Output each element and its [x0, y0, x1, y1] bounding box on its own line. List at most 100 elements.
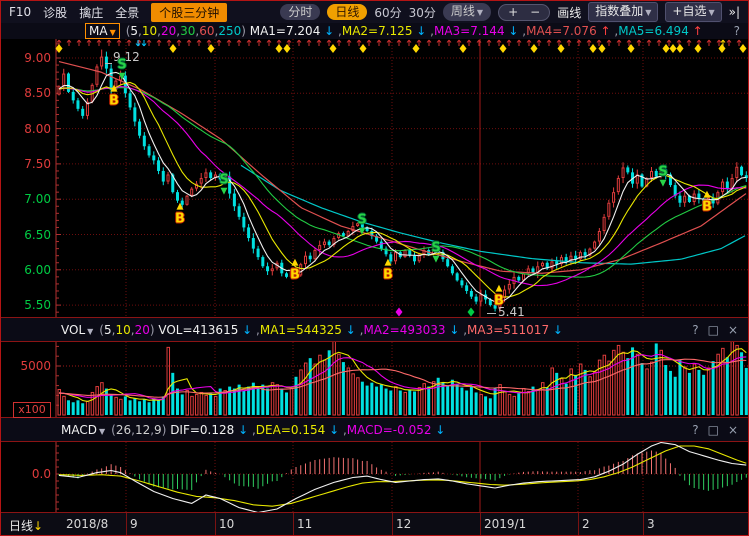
volume-pane-header: VOL ▼ (5,10,20) VOL=413615 ↓ ,MA1=544325 …: [1, 318, 748, 341]
date-gridline: [215, 513, 216, 535]
pane-separator: [1, 417, 748, 418]
buy-arrow-icon: ▲: [176, 201, 184, 212]
menu-f10[interactable]: F10: [9, 5, 32, 19]
sell-arrow-icon: ▼: [220, 186, 228, 197]
date-gridline: [126, 513, 127, 535]
menu-panorama[interactable]: 全景: [115, 5, 140, 20]
date-axis-bar: 日线↓ 2018/8 9 10 11 12 2019/1 2 3: [1, 513, 748, 535]
pane-separator: [1, 341, 748, 342]
macd-axis-label: 0.0: [31, 467, 51, 481]
close-icon[interactable]: ×: [727, 322, 738, 337]
macd-pane-header: MACD ▼ (26,12,9) DIF=0.128 ↓ ,DEA=0.154 ↓…: [1, 418, 748, 441]
date-axis-label: 9: [130, 517, 138, 531]
sell-marker: S: [658, 164, 668, 180]
trend-arrow-icon: ↓: [504, 24, 519, 38]
period-daily[interactable]: 日线: [327, 4, 368, 20]
sell-marker: S: [117, 57, 127, 73]
volume-chart[interactable]: [1, 342, 748, 417]
legend-comma: ,: [339, 422, 347, 437]
maximize-icon[interactable]: □: [707, 322, 719, 337]
date-axis-label: 2018/8: [66, 517, 109, 531]
draw-line-button[interactable]: 画线: [557, 5, 582, 20]
close-icon[interactable]: ×: [727, 422, 738, 437]
help-icon[interactable]: ?: [733, 24, 740, 38]
zoom-in-button[interactable]: +: [508, 4, 519, 19]
ma-indicator-dropdown[interactable]: MA ▼: [85, 23, 120, 39]
legend-value: MA3=511017: [467, 322, 550, 337]
price-axis-label: 9.00: [24, 51, 51, 65]
buy-marker: B: [109, 93, 119, 109]
chevron-down-icon: ▼: [708, 8, 715, 17]
price-annotation: 5.41: [498, 305, 525, 319]
date-gridline: [480, 513, 481, 535]
chevron-down-icon: ▼: [645, 8, 652, 17]
menu-banker[interactable]: 擒庄: [79, 5, 104, 20]
collapse-panel-icon[interactable]: »|: [728, 5, 740, 19]
index-overlay-button[interactable]: 指数叠加 ▼: [588, 2, 659, 22]
zoom-out-button[interactable]: −: [530, 4, 541, 19]
buy-marker: B: [290, 267, 300, 283]
help-icon[interactable]: ?: [692, 322, 699, 337]
menu-diagnose[interactable]: 诊股: [43, 5, 68, 20]
legend-param: 9: [154, 422, 162, 437]
trend-arrow-icon: ↓: [549, 322, 563, 337]
sell-arrow-icon: ▼: [659, 178, 667, 189]
buy-arrow-icon: ▲: [703, 189, 711, 200]
legend-param: 250: [218, 24, 242, 38]
vol-legend-values: (5,10,20) VOL=413615 ↓ ,MA1=544325 ↓ ,MA…: [99, 323, 563, 337]
period-weekly[interactable]: 周线 ▼: [442, 3, 492, 21]
vol-indicator-dropdown[interactable]: VOL ▼: [61, 322, 94, 337]
legend-comma: ,: [426, 24, 434, 38]
price-axis-label: 6.00: [24, 263, 51, 277]
legend-value: MA5=6.494: [618, 24, 689, 38]
legend-comma: ,: [518, 24, 527, 38]
legend-value: MA3=7.144: [433, 24, 505, 38]
macd-indicator-dropdown[interactable]: MACD ▼: [61, 422, 106, 437]
buy-arrow-icon: ▲: [495, 283, 503, 294]
pane-header-icons: ? □ ×: [692, 423, 738, 437]
sell-marker: S: [431, 240, 441, 256]
legend-comma: ,: [248, 422, 256, 437]
maximize-icon[interactable]: □: [707, 422, 719, 437]
legend-comma: ,: [355, 322, 364, 337]
trend-arrow-icon: ↓: [341, 322, 356, 337]
price-axis-label: 6.50: [24, 228, 51, 242]
tab-stock-3min[interactable]: 个股三分钟: [151, 2, 228, 22]
legend-param: 30: [180, 24, 196, 38]
period-intraday[interactable]: 分时: [280, 4, 321, 20]
date-gridline: [293, 513, 294, 535]
period-selector-bottom[interactable]: 日线↓: [9, 519, 44, 533]
legend-param: 20: [134, 322, 150, 337]
trend-arrow-icon: ↓: [431, 422, 446, 437]
pane-separator: [1, 317, 748, 318]
add-watchlist-button[interactable]: +自选 ▼: [665, 2, 722, 22]
legend-paren: (: [111, 422, 116, 437]
zoom-group: + −: [498, 3, 551, 21]
price-axis-label: 7.00: [24, 192, 51, 206]
legend-param: 10: [115, 322, 131, 337]
date-axis-label: 11: [297, 517, 313, 531]
price-axis-label: 8.50: [24, 86, 51, 100]
help-icon[interactable]: ?: [692, 422, 699, 437]
legend-comma: ,: [130, 322, 135, 337]
period-60min[interactable]: 60分: [374, 5, 402, 20]
buy-marker: B: [383, 267, 393, 283]
date-gridline: [643, 513, 644, 535]
trend-arrow-icon: ↓: [412, 24, 427, 38]
legend-comma: ,: [195, 24, 200, 38]
trend-arrow-icon: ↓: [320, 24, 335, 38]
legend-comma: ,: [176, 24, 181, 38]
sell-arrow-icon: ▼: [118, 71, 126, 82]
legend-param: 10: [141, 24, 158, 38]
sell-arrow-icon: ▼: [358, 226, 366, 237]
date-axis-label: 2: [582, 517, 590, 531]
price-axis-label: 5.50: [24, 298, 51, 312]
legend-paren: (: [99, 322, 104, 337]
period-30min[interactable]: 30分: [408, 5, 436, 20]
price-axis-label: 8.00: [24, 122, 51, 136]
main-price-chart[interactable]: [1, 39, 748, 317]
macd-chart[interactable]: [1, 442, 748, 512]
buy-arrow-icon: ▲: [291, 257, 299, 268]
legend-value: VOL=413615: [158, 322, 239, 337]
legend-param: 20: [160, 24, 177, 38]
